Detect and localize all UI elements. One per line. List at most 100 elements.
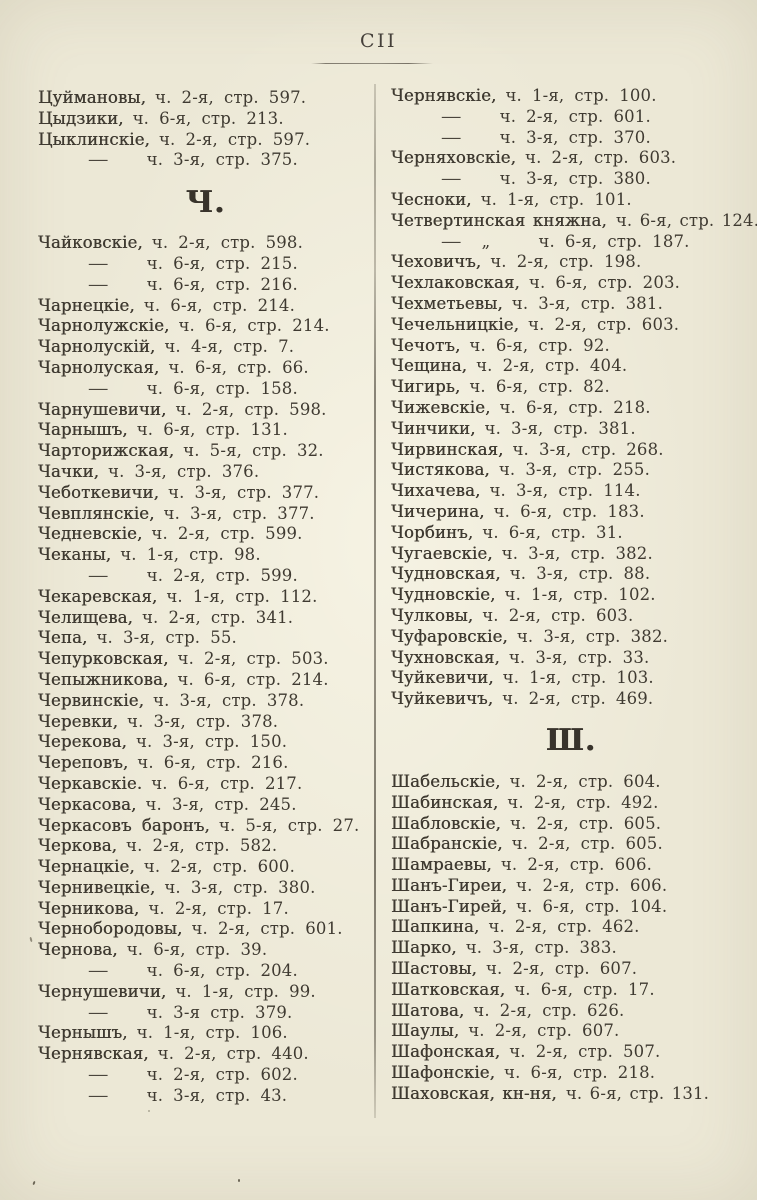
entry-reference: ч. 2-я, стр. 492. — [507, 792, 659, 812]
ditto-dash-icon: — — [440, 106, 462, 126]
entry-reference: ч. 2-я, стр. 404. — [476, 356, 628, 376]
entry-surname: Шафонскіе, — [391, 1063, 496, 1083]
index-entry: Черекова, ч. 3-я, стр. 150. — [38, 732, 373, 753]
index-entry: Чепа, ч. 3-я, стр. 55. — [38, 628, 373, 649]
index-entry: Шамраевы, ч. 2-я, стр. 606. — [391, 855, 751, 876]
index-entry: Чичерина, ч. 6-я, стр. 183. — [391, 502, 751, 523]
entry-reference: ч. 6-я, стр. 82. — [469, 377, 610, 397]
index-entry: Чедневскіе, ч. 2-я, стр. 599. — [38, 524, 373, 545]
index-entry: Шанъ-Гиреи, ч. 2-я, стр. 606. — [391, 876, 751, 897]
index-entry: Чернова, ч. 6-я, стр. 39. — [38, 940, 373, 961]
index-entry: Чарнушевичи, ч. 2-я, стр. 598. — [38, 400, 373, 421]
entry-surname: Шастовы, — [391, 959, 477, 979]
entry-surname: Шабельскіе, — [391, 771, 501, 791]
entry-surname: Чеканы, — [38, 545, 112, 565]
entry-surname: Челищева, — [38, 607, 133, 627]
entry-surname: Чинчики, — [391, 418, 476, 438]
entry-reference: ч. 2-я, стр. 603. — [528, 314, 680, 334]
index-entry: Шабловскіе, ч. 2-я, стр. 605. — [391, 814, 751, 835]
entry-surname: Чайковскіе, — [38, 233, 143, 253]
entry-reference: ч. 6-я, стр. 17. — [514, 979, 655, 999]
ditto-dash-icon: — — [87, 274, 109, 294]
entry-reference: ч. 2-я, стр. 603. — [482, 605, 634, 625]
entry-reference: ч. 2-я, стр. 602. — [146, 1065, 298, 1085]
index-entry: Чепурковская, ч. 2-я, стр. 503. — [38, 649, 373, 670]
entry-surname: Чернявская, — [38, 1044, 149, 1064]
ditto-dash-icon: — — [440, 169, 462, 189]
entry-reference: ч. 3-я, стр. 375. — [146, 150, 298, 170]
ink-speck — [148, 1110, 150, 1112]
ditto-dash-icon: — — [87, 1085, 109, 1105]
entry-surname: Чеботкевичи, — [38, 482, 160, 502]
entry-reference: ч. 1-я, стр. 99. — [175, 981, 316, 1001]
entry-reference: ч. 6-я, стр. 131. — [136, 420, 288, 440]
index-entry: Чечельницкіе, ч. 2-я, стр. 603. — [391, 315, 751, 336]
entry-surname: Черкасова, — [38, 794, 137, 814]
entry-surname: Чепыжникова, — [38, 669, 169, 689]
index-entry: Чарторижская, ч. 5-я, стр. 32. — [38, 441, 373, 462]
entry-reference: ч. 2-я, стр. 603. — [525, 148, 677, 168]
ditto-dash-icon: — — [87, 961, 109, 981]
index-entry: Чеботкевичи, ч. 3-я, стр. 377. — [38, 483, 373, 504]
ditto-dash-icon: — — [87, 1065, 109, 1085]
index-entry: Чачки, ч. 3-я, стр. 376. — [38, 462, 373, 483]
entry-reference: ч. 3-я, стр. 245. — [145, 794, 297, 814]
entry-reference: ч. 6-я, стр. 218. — [504, 1063, 656, 1083]
entry-surname: Чернивецкіе, — [38, 877, 156, 897]
entry-surname: Чигирь, — [391, 377, 461, 397]
entry-surname: Шабранскіе, — [391, 834, 503, 854]
entry-surname: Шафонская, — [391, 1042, 501, 1062]
entry-reference: ч. 1-я, стр. 103. — [502, 668, 654, 688]
entry-surname: Чернушевичи, — [38, 981, 167, 1001]
entry-reference: ч. 2-я, стр. 582. — [126, 836, 278, 856]
index-entry: Чугаевскіе, ч. 3-я, стр. 382. — [391, 544, 751, 565]
entry-surname: Чухновская, — [391, 647, 500, 667]
entry-reference: ч. 6-я, стр. 213. — [132, 108, 284, 128]
entry-reference: ч. 2-я, стр. 626. — [473, 1000, 625, 1020]
entry-surname: Чепа, — [38, 628, 88, 648]
entry-surname: Черникова, — [38, 898, 140, 918]
entry-reference: ч. 6-я, стр. 187. — [538, 231, 690, 251]
index-entry: Чарнышъ, ч. 6-я, стр. 131. — [38, 420, 373, 441]
entry-reference: ч. 2-я, стр. 17. — [148, 898, 289, 918]
entry-reference: ч. 6-я, стр. 39. — [126, 940, 268, 960]
entry-surname: Чуйкевичи, — [391, 668, 494, 688]
index-entry: Чистякова, ч. 3-я, стр. 255. — [391, 460, 751, 481]
entry-reference: ч. 3-я, стр. 381. — [511, 293, 663, 313]
entry-reference: ч. 3-я, стр. 55. — [96, 628, 237, 648]
entry-surname: Чуфаровскіе, — [391, 626, 508, 646]
entry-reference: ч. 2-я, стр. 607. — [468, 1021, 620, 1041]
entry-reference: ч. 6-я, стр. 214. — [143, 295, 295, 315]
index-entry: Чудновская, ч. 3-я, стр. 88. — [391, 564, 751, 585]
entry-surname: Чихачева, — [391, 481, 481, 501]
entry-surname: Шанъ-Гирей, — [391, 896, 508, 916]
ditto-dash-icon: — — [87, 253, 109, 273]
ditto-dash-icon: — — [87, 1002, 109, 1022]
entry-surname: Черкасовъ баронъ, — [38, 815, 210, 835]
index-entry: Шафонскіе, ч. 6-я, стр. 218. — [391, 1063, 751, 1084]
index-entry: Чечотъ, ч. 6-я, стр. 92. — [391, 336, 751, 357]
entry-surname: Чещина, — [391, 356, 468, 376]
entry-surname: Чернявскіе, — [391, 86, 497, 105]
index-entry: Чесноки, ч. 1-я, стр. 101. — [391, 190, 751, 211]
index-entry: Шабинская, ч. 2-я, стр. 492. — [391, 793, 751, 814]
entry-reference: ч. 1-я, стр. 100. — [505, 86, 657, 105]
entry-reference: ч. 3-я, стр. 377. — [168, 482, 320, 502]
index-entry: — ч. 2-я, стр. 601. — [391, 107, 751, 128]
entry-reference: ч. 6-я, стр. 216. — [137, 753, 289, 773]
entry-surname: Чевплянскіе, — [38, 503, 155, 523]
entry-reference: ч. 2-я, стр. 601. — [499, 106, 651, 126]
entry-reference: ч. 6-я, стр. 216. — [146, 274, 298, 294]
entry-reference: ч. 1-я, стр. 101. — [480, 189, 632, 209]
index-entry: Чернушевичи, ч. 1-я, стр. 99. — [38, 982, 373, 1003]
index-entry: — ч. 6-я, стр. 158. — [38, 379, 373, 400]
entry-reference: ч. 6-я, стр. 131. — [565, 1083, 710, 1103]
entry-reference: ч. 2-я, стр. 600. — [143, 857, 295, 877]
entry-surname: Шарко, — [391, 938, 457, 958]
entry-reference: ч. 3-я, стр. 381. — [484, 418, 636, 438]
entry-surname: Шатковская, — [391, 979, 506, 999]
entry-surname: Шанъ-Гиреи, — [391, 875, 508, 895]
entry-reference: ч. 6-я, стр. 104. — [516, 896, 668, 916]
entry-surname: Черняховскіе, — [391, 148, 517, 168]
entry-surname: Шаховская, кн-ня, — [391, 1083, 557, 1103]
